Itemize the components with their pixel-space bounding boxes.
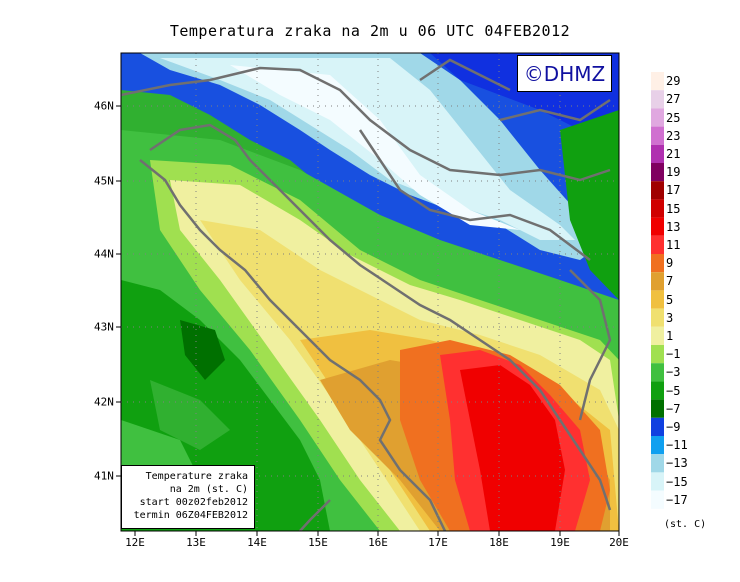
legend-swatch (651, 199, 664, 218)
legend-label: 1 (666, 328, 674, 343)
legend-swatch (651, 163, 664, 182)
legend-swatch (651, 417, 664, 436)
y-tick-label: 45N (94, 174, 114, 188)
x-tick-label: 15E (308, 536, 328, 549)
legend-swatch (651, 254, 664, 273)
info-line-2: na 2m (st. C) (169, 484, 248, 495)
info-line-1: Temperature zraka (145, 471, 248, 482)
x-tick-label: 17E (428, 536, 448, 549)
legend-label: 15 (666, 201, 681, 216)
legend-label: 9 (666, 256, 674, 271)
legend-swatch (651, 363, 664, 382)
legend-swatch (651, 217, 664, 236)
legend-label: 27 (666, 92, 681, 107)
legend-label: −11 (666, 438, 688, 453)
x-tick-label: 20E (609, 536, 629, 549)
legend-swatch (651, 126, 664, 145)
plot-frame (120, 52, 620, 532)
legend-label: 13 (666, 219, 681, 234)
legend-label: −13 (666, 456, 688, 471)
legend-unit: (st. C) (664, 519, 707, 530)
x-tick-label: 12E (125, 536, 145, 549)
info-line-4: termin 06Z04FEB2012 (133, 510, 248, 521)
y-tick-label: 43N (94, 320, 114, 334)
legend-label: 19 (666, 165, 681, 180)
legend-swatch (651, 181, 664, 200)
y-tick-label: 44N (94, 247, 114, 261)
legend-label: 5 (666, 292, 674, 307)
legend-label: 3 (666, 310, 674, 325)
legend-swatch (651, 308, 664, 327)
legend-label: 21 (666, 146, 681, 161)
legend-swatch (651, 72, 664, 91)
legend-label: −17 (666, 492, 688, 507)
legend-swatch (651, 272, 664, 291)
legend-label: 29 (666, 74, 681, 89)
legend-label: −3 (666, 365, 681, 380)
x-tick-label: 18E (489, 536, 509, 549)
legend-swatch (651, 235, 664, 254)
legend-label: 23 (666, 128, 681, 143)
legend-label: 17 (666, 183, 681, 198)
x-tick-label: 14E (247, 536, 267, 549)
legend-label: 25 (666, 110, 681, 125)
legend-label: −1 (666, 347, 681, 362)
x-tick-label: 13E (186, 536, 206, 549)
legend-swatch (651, 490, 664, 509)
legend-label: 7 (666, 274, 674, 289)
legend-swatch (651, 144, 664, 163)
y-tick-label: 46N (94, 99, 114, 113)
dhmz-credit: ©DHMZ (517, 55, 612, 92)
legend-label: −9 (666, 419, 681, 434)
temperature-field (121, 53, 619, 531)
legend-label: −15 (666, 474, 688, 489)
info-box: Temperature zraka na 2m (st. C) start 00… (121, 465, 255, 529)
y-tick-label: 41N (94, 469, 114, 483)
legend-swatch (651, 454, 664, 473)
legend-swatch (651, 290, 664, 309)
map-title: Temperatura zraka na 2m u 06 UTC 04FEB20… (169, 22, 571, 40)
legend-label: 11 (666, 237, 681, 252)
axis-ticks (116, 105, 620, 536)
legend-swatch (651, 436, 664, 455)
legend-swatch (651, 399, 664, 418)
legend-swatch (651, 381, 664, 400)
legend-swatch (651, 90, 664, 109)
legend-swatch (651, 326, 664, 345)
legend-label: −5 (666, 383, 681, 398)
legend-color-bar (651, 72, 664, 509)
y-tick-label: 42N (94, 395, 114, 409)
legend-swatch (651, 345, 664, 364)
legend-swatch (651, 472, 664, 491)
info-line-3: start 00z02feb2012 (139, 497, 248, 508)
x-tick-label: 19E (550, 536, 570, 549)
legend-swatch (651, 108, 664, 127)
legend-label: −7 (666, 401, 681, 416)
x-tick-label: 16E (368, 536, 388, 549)
